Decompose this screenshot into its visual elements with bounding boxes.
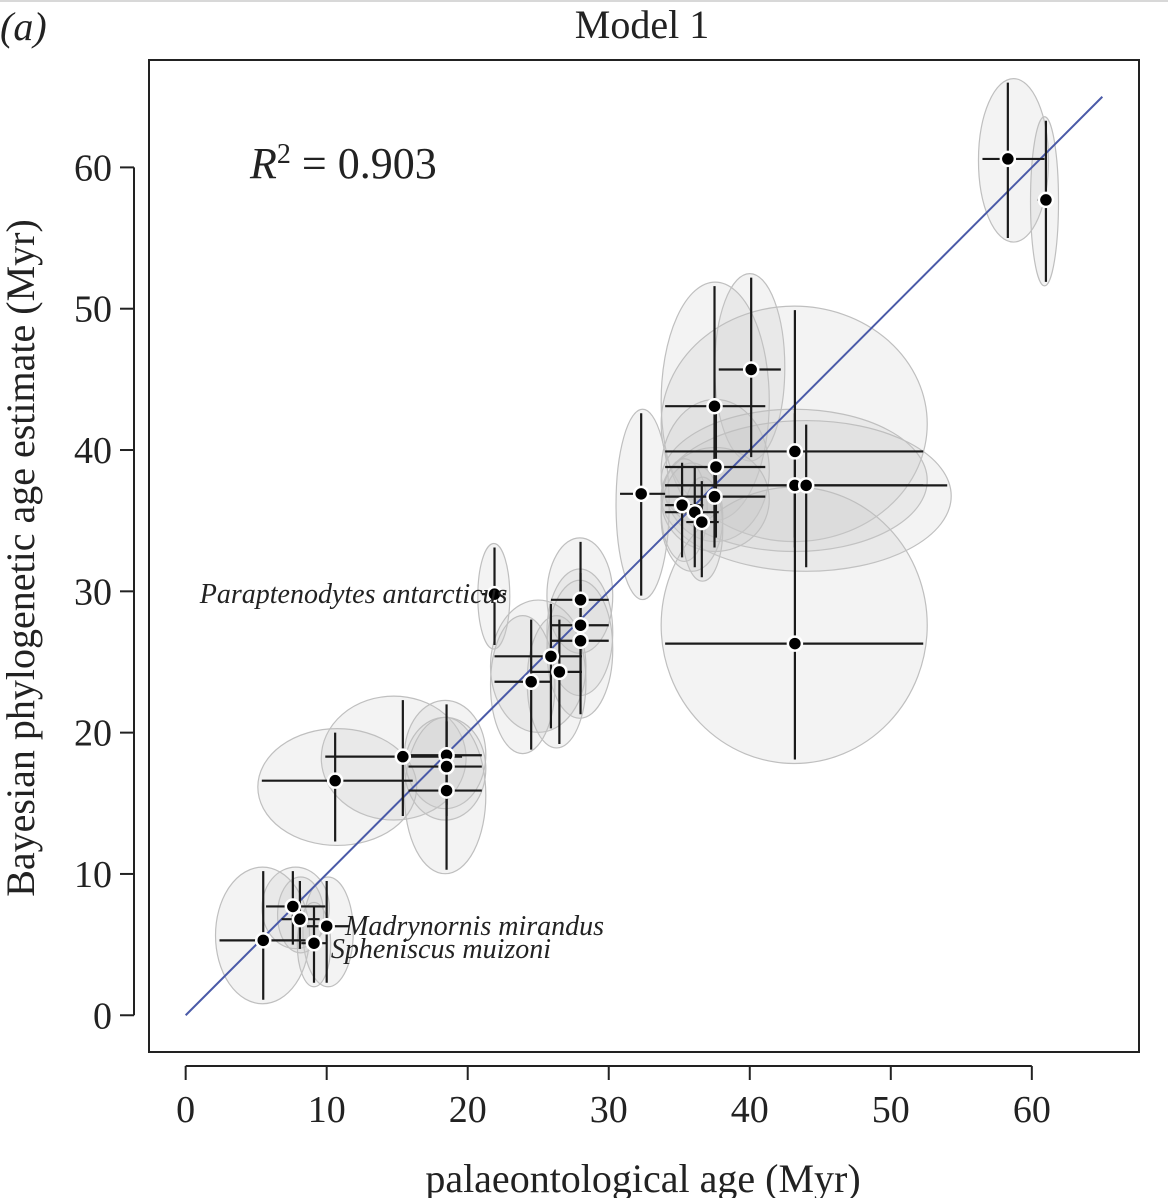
y-tick-label-3: 30 bbox=[74, 571, 112, 613]
data-point-30 bbox=[305, 934, 323, 952]
data-point-26 bbox=[284, 898, 302, 915]
data-point-1 bbox=[1037, 191, 1055, 209]
data-point-20 bbox=[522, 673, 540, 691]
species-label-0: Paraptenodytes antarcticus bbox=[199, 579, 508, 610]
data-point-3 bbox=[706, 397, 723, 415]
data-point-21 bbox=[394, 748, 412, 765]
y-tick-label-5: 50 bbox=[74, 289, 112, 331]
data-point-27 bbox=[291, 910, 309, 928]
y-tick-label-6: 60 bbox=[74, 147, 112, 189]
data-point-23 bbox=[438, 758, 455, 775]
data-point-5 bbox=[707, 458, 725, 476]
x-axis-title: palaeontological age (Myr) bbox=[425, 1156, 860, 1198]
data-point-16 bbox=[572, 616, 589, 634]
data-point-0 bbox=[999, 150, 1017, 168]
x-tick-label-1: 10 bbox=[308, 1089, 346, 1131]
data-point-18 bbox=[542, 648, 560, 665]
y-tick-label-1: 10 bbox=[74, 854, 112, 896]
plot-frame bbox=[148, 59, 1140, 1053]
r-squared-exponent: 2 bbox=[277, 139, 291, 170]
x-tick-label-4: 40 bbox=[731, 1089, 769, 1131]
confidence-ellipse-20 bbox=[489, 614, 556, 755]
species-label-2: Spheniscus muizoni bbox=[331, 934, 551, 965]
y-axis: 0 10 20 30 40 50 60 bbox=[74, 147, 135, 1037]
y-axis-title: Bayesian phylogenetic age estimate (Myr) bbox=[0, 219, 43, 897]
data-point-2 bbox=[742, 361, 760, 378]
species-label-1: Madrynornis mirandus bbox=[344, 911, 604, 942]
r-squared-value: = 0.903 bbox=[291, 139, 437, 188]
data-point-9 bbox=[706, 488, 723, 505]
y-tick-label-4: 40 bbox=[74, 430, 112, 472]
data-point-4 bbox=[786, 443, 804, 460]
top-border bbox=[0, 0, 1168, 2]
data-point-24 bbox=[326, 772, 344, 789]
data-point-7 bbox=[797, 477, 815, 494]
regression-line-group bbox=[184, 96, 1104, 1016]
x-tick-label-3: 30 bbox=[590, 1089, 628, 1131]
data-point-19 bbox=[551, 663, 568, 681]
data-point-15 bbox=[572, 591, 589, 609]
x-tick-label-6: 60 bbox=[1013, 1089, 1051, 1131]
r-squared-label: R2 = 0.903 bbox=[249, 139, 437, 189]
data-point-17 bbox=[572, 632, 589, 650]
confidence-ellipse-21 bbox=[320, 695, 467, 821]
r-squared-symbol: R bbox=[249, 139, 277, 188]
regression-line bbox=[184, 96, 1104, 1016]
data-point-13 bbox=[786, 635, 804, 652]
data-point-28 bbox=[318, 917, 335, 935]
panel-label: (a) bbox=[0, 4, 47, 49]
data-points bbox=[254, 150, 1055, 952]
data-point-8 bbox=[632, 485, 650, 503]
x-tick-label-0: 0 bbox=[176, 1089, 195, 1131]
x-tick-label-2: 20 bbox=[449, 1089, 487, 1131]
species-annotations: Paraptenodytes antarcticus Madrynornis mi… bbox=[199, 579, 604, 965]
x-tick-label-5: 50 bbox=[872, 1089, 910, 1131]
y-tick-label-2: 20 bbox=[74, 713, 112, 755]
y-tick-label-0: 0 bbox=[93, 995, 112, 1037]
data-point-10 bbox=[673, 496, 691, 514]
data-point-14 bbox=[486, 585, 503, 603]
data-point-29 bbox=[254, 932, 272, 949]
chart-title: Model 1 bbox=[575, 2, 709, 47]
x-axis: 0 10 20 30 40 50 60 bbox=[176, 1065, 1051, 1131]
data-point-25 bbox=[438, 782, 455, 799]
data-point-12 bbox=[693, 513, 711, 531]
